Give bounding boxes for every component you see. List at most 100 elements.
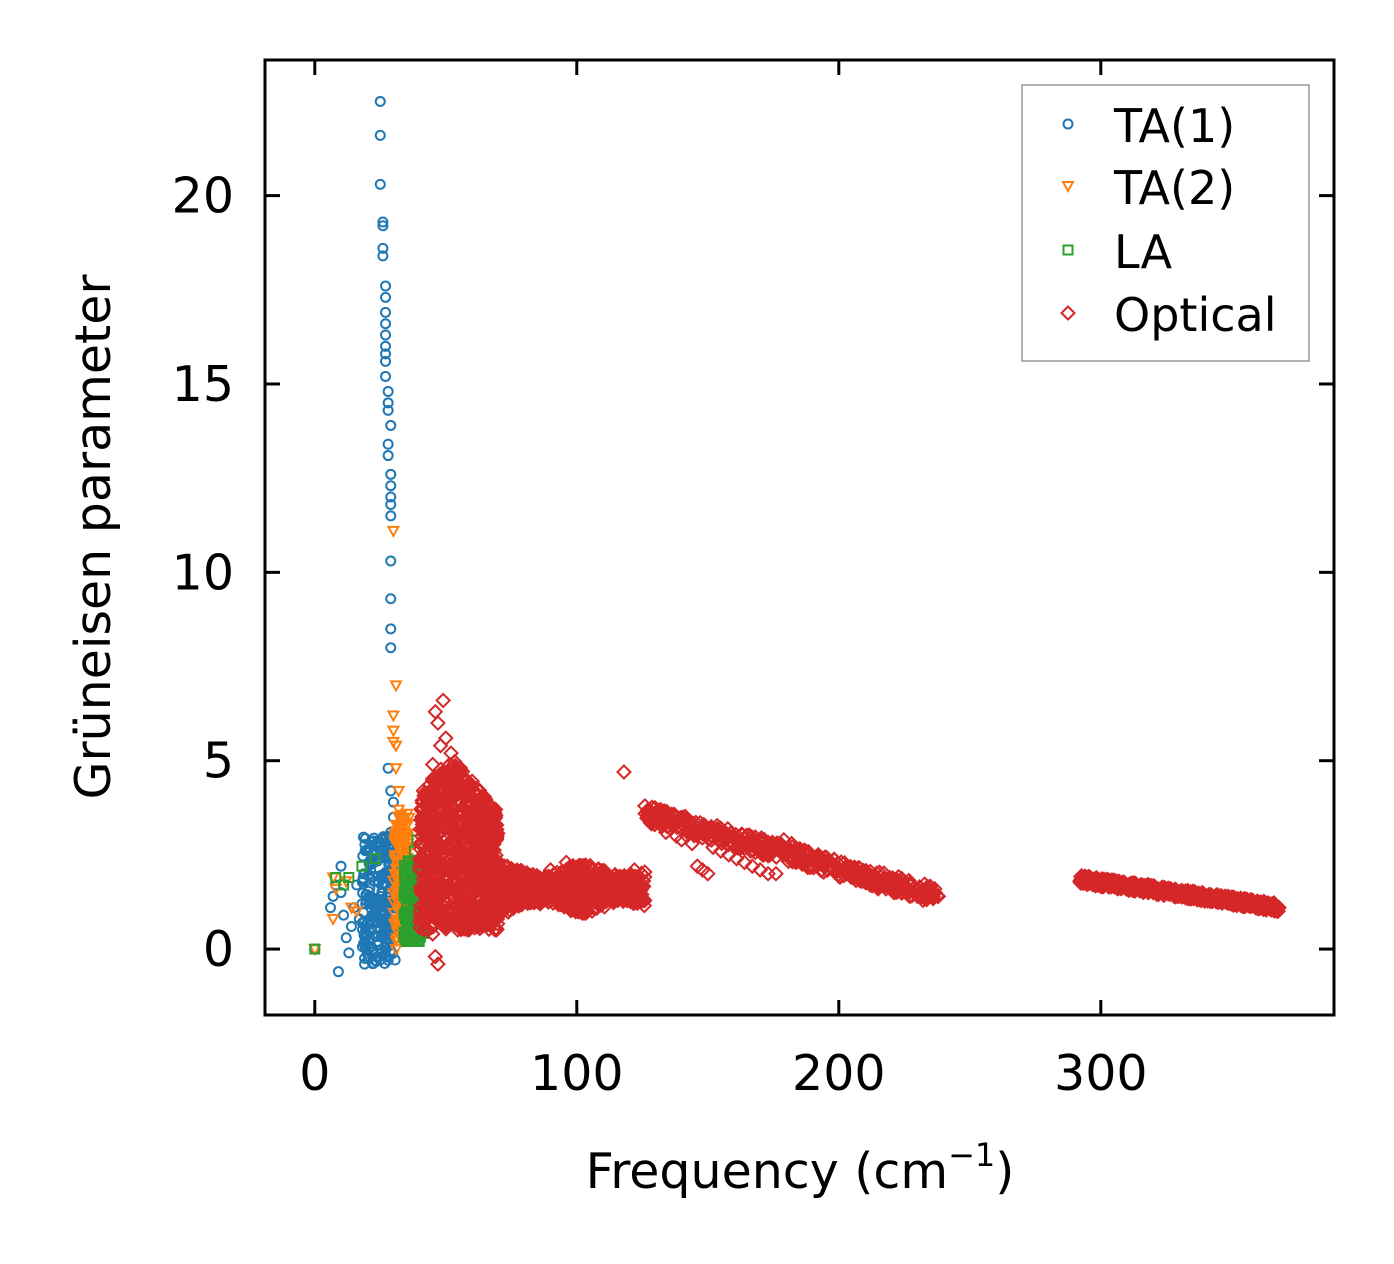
data-point	[630, 885, 647, 902]
plot-marks	[308, 95, 1287, 978]
data-point	[389, 740, 403, 753]
legend-label: TA(2)	[1113, 161, 1235, 215]
data-point	[397, 831, 411, 844]
data-point	[391, 804, 406, 817]
data-point	[463, 803, 480, 820]
data-point	[359, 958, 371, 970]
data-point	[386, 725, 401, 738]
data-point	[863, 868, 880, 885]
data-point	[681, 822, 697, 839]
x-tick-label: 300	[1054, 1045, 1148, 1102]
data-point	[385, 480, 397, 492]
data-point	[416, 920, 433, 937]
data-point	[487, 881, 504, 898]
data-point	[462, 915, 479, 932]
data-point	[783, 835, 800, 852]
data-point	[456, 883, 473, 899]
data-point	[552, 896, 569, 913]
data-point	[1166, 888, 1183, 905]
data-point	[478, 837, 495, 854]
data-point	[343, 947, 355, 959]
data-point	[430, 771, 446, 788]
data-point	[372, 936, 384, 948]
data-point	[705, 839, 721, 856]
data-point	[458, 823, 475, 840]
legend-marker	[1061, 181, 1075, 194]
data-point	[542, 862, 559, 878]
data-point	[388, 854, 402, 867]
data-point	[377, 250, 389, 262]
data-point	[487, 858, 504, 875]
data-point	[453, 895, 470, 912]
data-point	[616, 764, 632, 780]
data-point	[386, 525, 401, 538]
data-point	[553, 869, 569, 886]
data-point	[385, 642, 397, 654]
data-point	[343, 871, 355, 883]
data-point	[385, 491, 397, 503]
data-point	[769, 835, 786, 851]
data-point	[1092, 873, 1109, 890]
data-point	[473, 824, 490, 841]
data-point	[427, 703, 444, 720]
data-point	[326, 913, 340, 926]
data-point	[441, 914, 458, 931]
data-point	[327, 890, 339, 902]
data-point	[430, 715, 446, 731]
data-point	[421, 794, 437, 811]
data-point	[377, 220, 389, 232]
data-point	[382, 397, 394, 409]
data-point	[387, 907, 401, 920]
data-point	[385, 623, 397, 635]
data-point	[1124, 874, 1141, 891]
data-point	[387, 919, 402, 932]
data-point	[720, 846, 737, 863]
data-point	[464, 777, 481, 794]
data-point	[434, 876, 451, 893]
data-point	[1103, 877, 1120, 893]
data-point	[1082, 869, 1099, 886]
data-point	[930, 888, 947, 905]
data-point	[389, 819, 403, 832]
data-point	[699, 865, 716, 882]
data-point	[359, 952, 371, 964]
data-point	[374, 95, 386, 107]
data-point	[385, 499, 397, 511]
series-ta1	[309, 95, 402, 978]
data-point	[461, 794, 478, 811]
data-point	[391, 785, 406, 798]
series-optical	[411, 692, 1287, 973]
data-point	[402, 812, 416, 825]
data-point	[432, 903, 449, 920]
data-point	[356, 860, 368, 872]
data-point	[389, 763, 403, 776]
data-point	[350, 906, 364, 919]
data-point	[505, 899, 522, 916]
data-point	[432, 905, 449, 922]
data-point	[1218, 892, 1235, 909]
data-point	[443, 745, 459, 762]
data-point	[417, 865, 434, 882]
data-point	[437, 730, 454, 747]
data-point	[486, 815, 502, 832]
axis-ticks	[265, 60, 1334, 1015]
data-point	[703, 832, 720, 848]
data-point	[1181, 888, 1197, 905]
data-point	[550, 896, 567, 913]
data-point	[453, 881, 470, 898]
data-point	[1271, 899, 1287, 916]
data-point	[478, 846, 495, 863]
data-point	[1229, 892, 1245, 909]
data-point	[734, 836, 751, 853]
data-point	[420, 786, 437, 803]
data-point	[1146, 878, 1163, 895]
data-point	[633, 892, 650, 909]
data-point	[568, 892, 585, 909]
data-point	[486, 894, 503, 911]
data-point	[657, 824, 674, 841]
data-point	[359, 935, 371, 947]
data-point	[791, 843, 808, 860]
data-point	[698, 818, 715, 835]
data-point	[815, 854, 831, 871]
data-point	[424, 926, 441, 942]
